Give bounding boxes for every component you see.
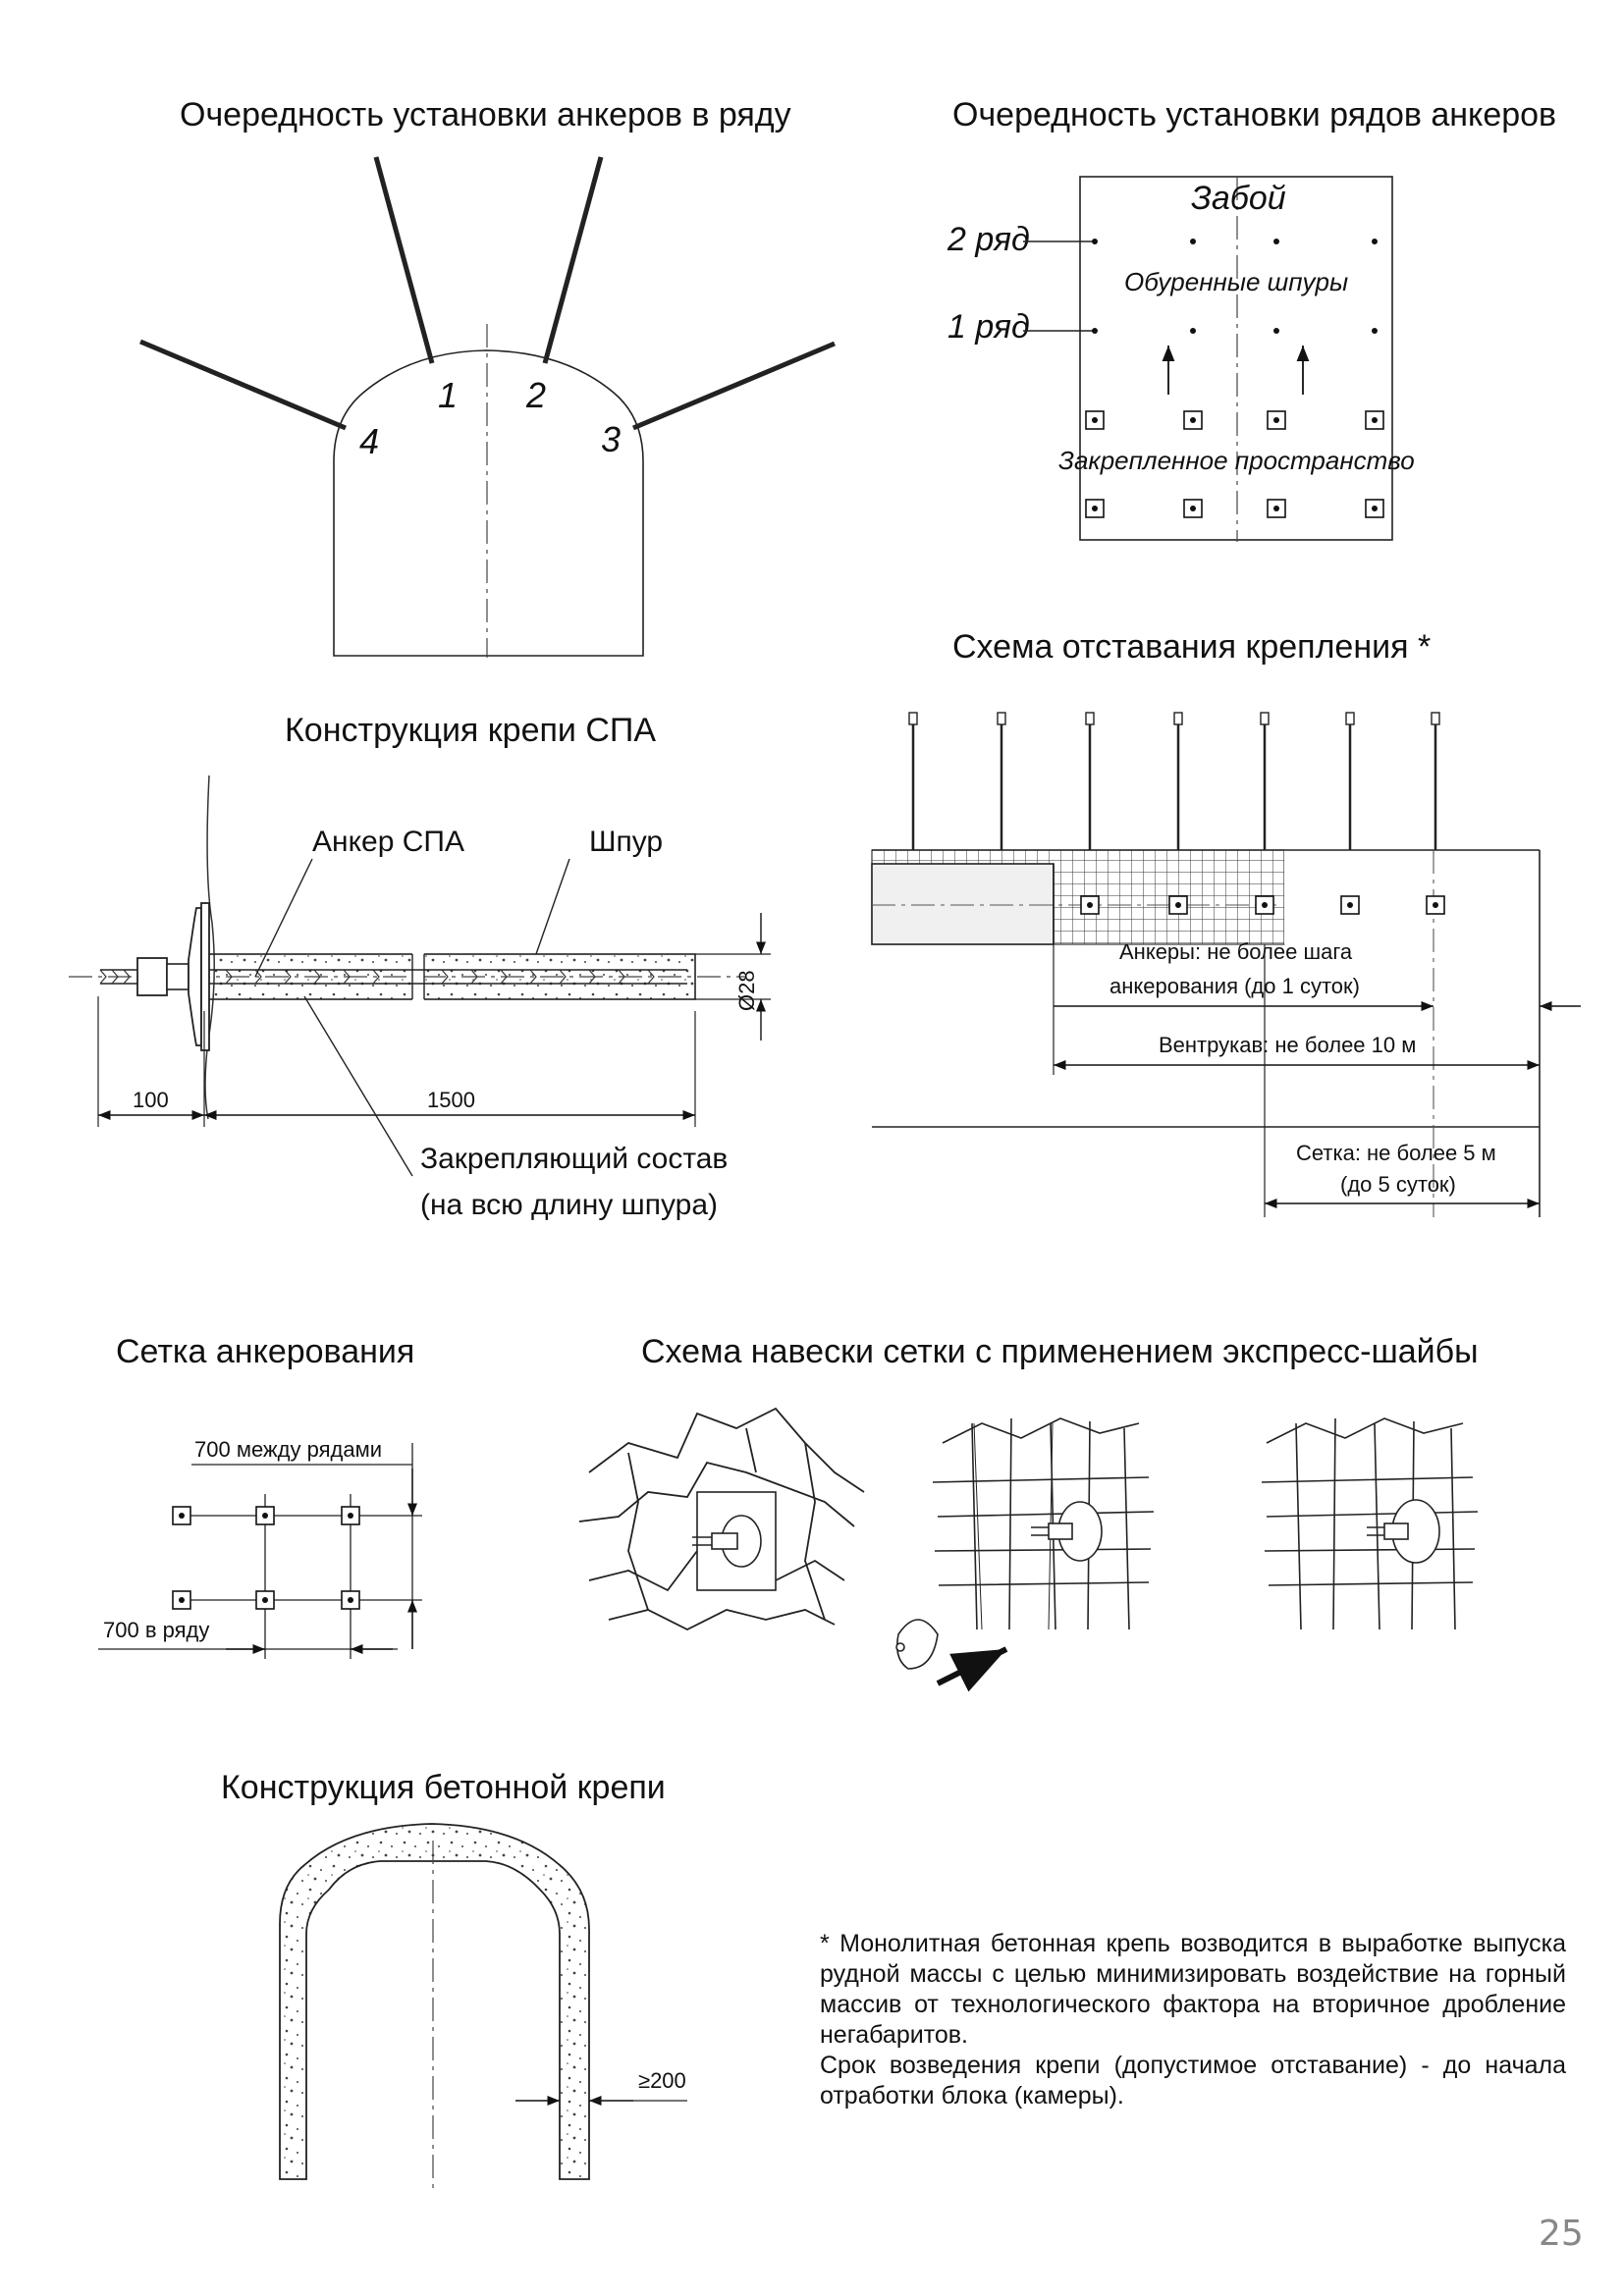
footnote-paragraph-2: Срок возведения крепи (допустимое отстав… <box>820 2052 1566 2109</box>
hole-label: Шпур <box>589 826 663 858</box>
anchor-rod-4 <box>139 339 347 431</box>
mesh-lag-line1: Сетка: не более 5 м <box>1296 1141 1496 1165</box>
row1-label: 1 ряд <box>947 308 1030 346</box>
thickness-label: ≥200 <box>638 2068 686 2093</box>
mesh-lag-line2: (до 5 суток) <box>1340 1172 1456 1197</box>
mesh-step-2 <box>895 1417 1155 1692</box>
anchor-grid-title: Сетка анкерования <box>116 1333 414 1370</box>
mesh-step-1 <box>578 1407 865 1631</box>
secured-space-label: Закрепленное пространство <box>1058 446 1415 475</box>
mesh-step-3 <box>1261 1417 1479 1630</box>
lag-scheme-title: Схема отставания крепления * <box>952 628 1431 666</box>
diameter-label: Ø28 <box>734 970 759 1011</box>
anchors-lag-line1: Анкеры: не более шага <box>1119 939 1353 964</box>
drilled-holes-label: Обуренные шпуры <box>1124 267 1348 296</box>
anchor-order-in-row-diagram: Очередность установки анкеров в ряду 1 2… <box>139 96 836 658</box>
spa-construction-diagram: Конструкция крепи СПА Анкер СПА Шпур Ø28… <box>69 712 771 1221</box>
page-number: 25 <box>1539 2214 1584 2254</box>
anchor-label-4: 4 <box>359 421 379 461</box>
anchor-rod-1 <box>373 156 435 364</box>
between-rows-label: 700 между рядами <box>194 1437 382 1462</box>
anchor-grid-diagram: Сетка анкерования 700 между рядами 700 в… <box>98 1333 422 1659</box>
row-order-diagram: Очередность установки рядов анкеров Забо… <box>947 96 1556 542</box>
fixing-compound-label: Закрепляющий состав <box>420 1143 728 1175</box>
anchor-order-title: Очередность установки анкеров в ряду <box>180 96 791 133</box>
in-row-label: 700 в ряду <box>103 1618 209 1642</box>
dim-1500: 1500 <box>427 1088 475 1112</box>
concrete-title: Конструкция бетонной крепи <box>221 1769 666 1806</box>
footnote: * Монолитная бетонная крепь возводится в… <box>820 1929 1566 2111</box>
lag-scheme-diagram: Схема отставания крепления * Анкеры: не … <box>871 628 1581 1217</box>
anchor-label-3: 3 <box>601 419 621 459</box>
spa-title: Конструкция крепи СПА <box>285 712 656 749</box>
anchor-rod-2 <box>542 156 604 364</box>
anchor-label-1: 1 <box>438 375 458 415</box>
anchor-rod-3 <box>632 341 836 431</box>
row-order-title: Очередность установки рядов анкеров <box>952 96 1556 133</box>
spa-anchor-label: Анкер СПА <box>312 826 464 858</box>
vent-lag-label: Вентрукав: не более 10 м <box>1159 1033 1416 1057</box>
row2-label: 2 ряд <box>947 221 1030 258</box>
concrete-lining-diagram: Конструкция бетонной крепи ≥200 <box>221 1769 687 2194</box>
mesh-hanging-title: Схема навески сетки с применением экспре… <box>641 1333 1479 1370</box>
face-label: Забой <box>1191 180 1286 217</box>
anchors-lag-line2: анкерования (до 1 суток) <box>1109 974 1360 998</box>
anchor-label-2: 2 <box>525 375 546 415</box>
fixing-compound-note: (на всю длину шпура) <box>420 1189 718 1221</box>
footnote-paragraph-1: * Монолитная бетонная крепь возводится в… <box>820 1930 1566 2049</box>
dim-100: 100 <box>133 1088 169 1112</box>
mesh-hanging-diagram: Схема навески сетки с применением экспре… <box>578 1333 1479 1692</box>
